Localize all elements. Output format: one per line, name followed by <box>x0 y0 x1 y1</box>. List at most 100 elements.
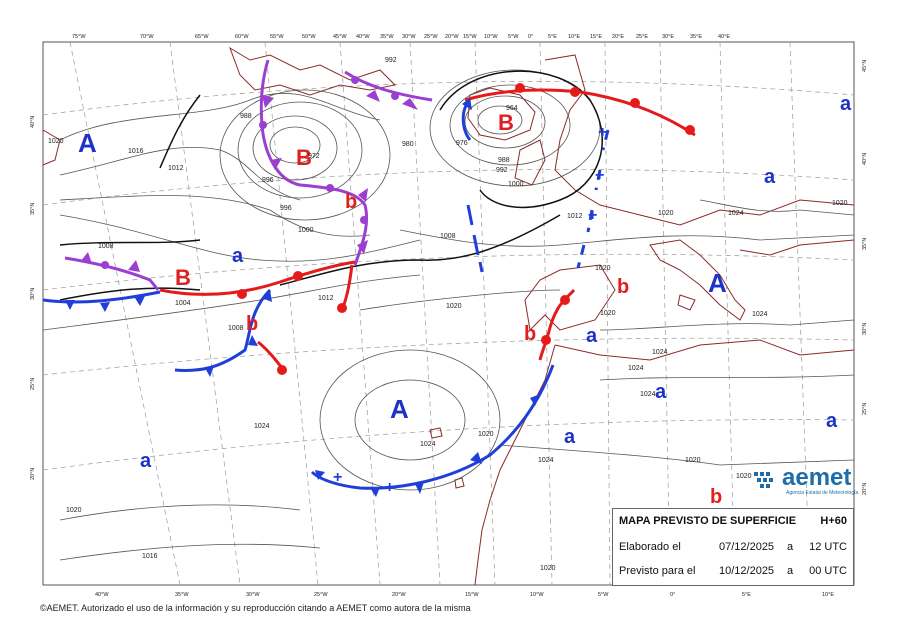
elaborado-a: a <box>787 541 794 553</box>
svg-text:1024: 1024 <box>628 365 644 372</box>
svg-text:1012: 1012 <box>318 295 334 302</box>
svg-text:+: + <box>595 167 604 184</box>
svg-text:1012: 1012 <box>567 213 583 220</box>
top-longitude-tick: 35°E <box>690 34 702 40</box>
secondary-high-label: a <box>840 93 852 115</box>
previsto-date: 10/12/2025 <box>719 565 775 577</box>
top-longitude-tick: 55°W <box>270 34 284 40</box>
secondary-high-label: a <box>564 426 576 448</box>
svg-text:1024: 1024 <box>420 441 436 448</box>
elaborado-label: Elaborado el <box>619 541 681 553</box>
svg-text:+: + <box>385 479 394 496</box>
bottom-longitude-tick: 35°W <box>175 592 189 598</box>
secondary-high-label: a <box>232 245 244 267</box>
svg-text:1020: 1020 <box>658 210 674 217</box>
top-longitude-tick: 65°W <box>195 34 209 40</box>
svg-text:1020: 1020 <box>832 200 848 207</box>
bottom-longitude-ticks: 40°W 35°W 30°W 25°W 20°W 15°W 10°W 5°W 0° 5°E 10°E <box>95 592 834 598</box>
high-center-label: A <box>390 394 409 424</box>
right-latitude-tick: 40°N <box>862 153 868 165</box>
svg-text:976: 976 <box>456 140 468 147</box>
bottom-longitude-tick: 10°E <box>822 592 834 598</box>
bottom-longitude-tick: 5°W <box>598 592 609 598</box>
svg-text:964: 964 <box>506 105 518 112</box>
top-longitude-tick: 15°W <box>463 34 477 40</box>
elaborado-time: 12 UTC <box>809 541 847 553</box>
top-longitude-tick: 10°W <box>484 34 498 40</box>
forecast-info-box: MAPA PREVISTO DE SUPERFICIE H+60 Elabora… <box>612 508 854 586</box>
top-longitude-tick: 20°E <box>612 34 624 40</box>
top-longitude-tick: 25°E <box>636 34 648 40</box>
svg-text:992: 992 <box>385 57 397 64</box>
svg-text:1008: 1008 <box>440 233 456 240</box>
bottom-longitude-tick: 5°E <box>742 592 751 598</box>
secondary-high-label: a <box>586 325 598 347</box>
bold-isobars <box>59 70 603 301</box>
svg-text:1004: 1004 <box>175 300 191 307</box>
left-latitude-tick: 20°N <box>30 468 36 480</box>
left-latitude-tick: 25°N <box>30 378 36 390</box>
svg-text:1024: 1024 <box>640 391 656 398</box>
svg-text:1024: 1024 <box>752 311 768 318</box>
left-latitude-tick: 30°N <box>30 288 36 300</box>
svg-text:+: + <box>333 469 342 486</box>
left-latitude-ticks: 40°N 35°N 30°N 25°N 20°N <box>30 116 36 480</box>
top-longitude-tick: 20°W <box>445 34 459 40</box>
svg-text:1020: 1020 <box>446 303 462 310</box>
svg-text:+: + <box>598 124 607 141</box>
secondary-high-label: a <box>140 450 152 472</box>
secondary-high-label: a <box>764 166 776 188</box>
top-longitude-tick: 0° <box>528 34 533 40</box>
coastlines <box>42 46 855 586</box>
top-longitude-ticks: 75°W 70°W 65°W 60°W 55°W 50°W 45°W 40°W 35°W 30°W… <box>72 34 730 40</box>
secondary-low-label: b <box>617 276 629 298</box>
svg-text:1024: 1024 <box>254 423 270 430</box>
pressure-center-labels: A A A B B B a a a a a a a b b b b b a <box>78 93 852 508</box>
svg-text:1024: 1024 <box>728 210 744 217</box>
top-longitude-tick: 45°W <box>333 34 347 40</box>
map-frame <box>42 41 855 586</box>
low-center-label: B <box>296 145 312 170</box>
secondary-high-label: a <box>655 381 667 403</box>
previsto-a: a <box>787 565 794 577</box>
svg-text:996: 996 <box>280 205 292 212</box>
svg-text:1020: 1020 <box>48 138 64 145</box>
copyright-footer: ©AEMET. Autorizado el uso de la informac… <box>40 603 471 613</box>
top-longitude-tick: 30°E <box>662 34 674 40</box>
right-latitude-tick: 20°N <box>862 483 868 495</box>
right-latitude-tick: 45°N <box>862 60 868 72</box>
right-latitude-tick: 35°N <box>862 238 868 250</box>
top-longitude-tick: 40°E <box>718 34 730 40</box>
svg-text:1000: 1000 <box>508 181 524 188</box>
bottom-longitude-tick: 10°W <box>530 592 544 598</box>
svg-text:1016: 1016 <box>128 148 144 155</box>
svg-text:1020: 1020 <box>685 457 701 464</box>
svg-text:1012: 1012 <box>168 165 184 172</box>
top-longitude-tick: 75°W <box>72 34 86 40</box>
svg-text:1020: 1020 <box>736 473 752 480</box>
warm-fronts <box>159 83 696 375</box>
svg-text:992: 992 <box>496 167 508 174</box>
aemet-logo-text: aemet <box>782 464 852 491</box>
upper-troughs: + + + + + <box>333 124 610 496</box>
top-longitude-tick: 5°E <box>548 34 557 40</box>
isobars <box>42 69 855 561</box>
top-longitude-tick: 70°W <box>140 34 154 40</box>
svg-text:1020: 1020 <box>66 507 82 514</box>
svg-text:1020: 1020 <box>540 565 556 572</box>
high-center-label: A <box>78 128 97 158</box>
left-latitude-tick: 40°N <box>30 116 36 128</box>
right-latitude-tick: 25°N <box>862 403 868 415</box>
bottom-longitude-tick: 20°W <box>392 592 406 598</box>
svg-text:1020: 1020 <box>600 310 616 317</box>
aemet-logo: aemet Agencia Estatal de Meteorología <box>752 464 862 498</box>
svg-text:1008: 1008 <box>98 243 114 250</box>
svg-text:988: 988 <box>498 157 510 164</box>
top-longitude-tick: 35°W <box>380 34 394 40</box>
low-center-label: B <box>498 110 514 135</box>
low-center-label: B <box>175 265 191 290</box>
svg-text:1016: 1016 <box>142 553 158 560</box>
aemet-logo-icon <box>754 472 773 488</box>
bottom-longitude-tick: 40°W <box>95 592 109 598</box>
